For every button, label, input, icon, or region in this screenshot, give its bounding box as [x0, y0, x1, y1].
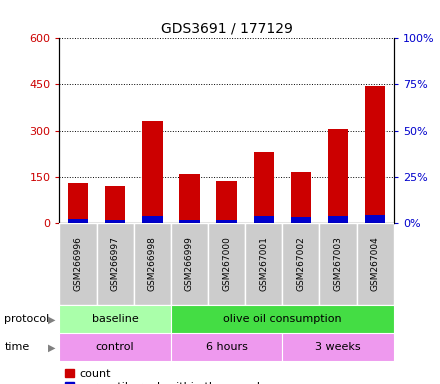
Text: GSM267003: GSM267003 — [334, 237, 343, 291]
Bar — [105, 186, 125, 223]
Text: GSM267004: GSM267004 — [371, 237, 380, 291]
Bar — [282, 333, 394, 361]
Text: GSM266999: GSM266999 — [185, 237, 194, 291]
Text: 6 hours: 6 hours — [205, 342, 248, 353]
Bar — [328, 129, 348, 223]
Bar — [179, 174, 200, 223]
Bar — [245, 223, 282, 305]
Bar — [291, 172, 311, 223]
Text: GSM266996: GSM266996 — [73, 237, 82, 291]
Bar — [171, 305, 394, 333]
Bar — [291, 217, 311, 223]
Text: GSM267002: GSM267002 — [297, 237, 305, 291]
Text: ▶: ▶ — [48, 314, 56, 324]
Bar — [142, 216, 162, 223]
Bar — [171, 333, 282, 361]
Bar — [253, 152, 274, 223]
Text: time: time — [4, 342, 29, 353]
Text: control: control — [96, 342, 135, 353]
Bar — [171, 223, 208, 305]
Bar — [68, 183, 88, 223]
Bar — [282, 223, 319, 305]
Text: baseline: baseline — [92, 314, 139, 324]
Bar — [68, 219, 88, 223]
Bar — [105, 220, 125, 223]
Text: GSM267001: GSM267001 — [259, 237, 268, 291]
Bar — [328, 216, 348, 223]
Text: 3 weeks: 3 weeks — [315, 342, 361, 353]
Bar — [365, 86, 385, 223]
Text: GSM266998: GSM266998 — [148, 237, 157, 291]
Bar — [357, 223, 394, 305]
Text: olive oil consumption: olive oil consumption — [223, 314, 341, 324]
Bar — [253, 216, 274, 223]
Title: GDS3691 / 177129: GDS3691 / 177129 — [161, 22, 293, 36]
Bar — [96, 223, 134, 305]
Bar — [59, 223, 96, 305]
Bar — [179, 220, 200, 223]
Legend: count, percentile rank within the sample: count, percentile rank within the sample — [65, 369, 267, 384]
Bar — [365, 215, 385, 223]
Bar — [142, 121, 162, 223]
Bar — [319, 223, 357, 305]
Text: GSM266997: GSM266997 — [110, 237, 120, 291]
Bar — [134, 223, 171, 305]
Bar — [216, 220, 237, 223]
Bar — [59, 333, 171, 361]
Text: GSM267000: GSM267000 — [222, 237, 231, 291]
Bar — [59, 305, 171, 333]
Bar — [216, 181, 237, 223]
Text: ▶: ▶ — [48, 342, 56, 353]
Bar — [208, 223, 245, 305]
Text: protocol: protocol — [4, 314, 50, 324]
